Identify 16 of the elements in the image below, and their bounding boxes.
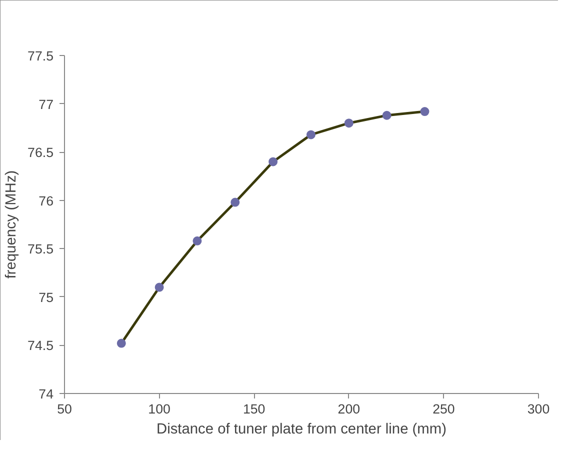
x-tick-label: 250: [432, 402, 455, 416]
y-tick-label: 75.5: [28, 242, 54, 257]
x-tick-label: 300: [527, 402, 550, 416]
y-axis-title: frequency (MHz): [4, 170, 20, 279]
x-tick-label: 50: [57, 402, 72, 416]
y-tick-label: 74.5: [28, 338, 54, 354]
y-tick-label: 75: [38, 290, 54, 305]
y-tick-label: 76: [38, 193, 54, 208]
x-tick-label: 100: [148, 402, 170, 416]
y-tick-label: 74: [38, 386, 54, 402]
y-tick-label: 77.5: [28, 48, 54, 64]
y-tick-label: 77: [38, 96, 54, 112]
x-tick-label: 200: [338, 402, 360, 416]
x-axis-title: Distance of tuner plate from center line (mm): [156, 422, 446, 438]
y-tick-label: 76.5: [28, 145, 54, 160]
x-tick-label: 150: [242, 402, 266, 416]
